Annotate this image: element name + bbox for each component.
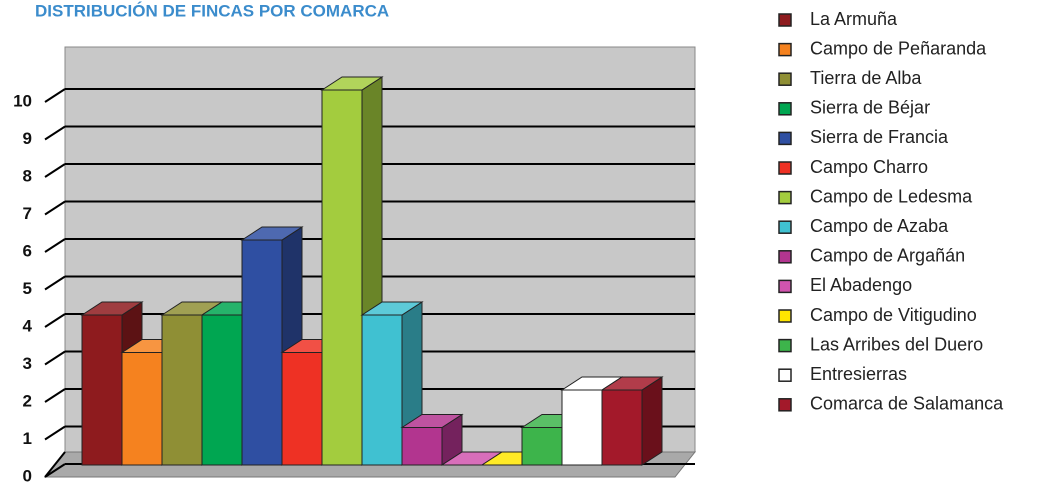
legend-label: Entresierras (810, 364, 907, 384)
legend-swatch (778, 220, 792, 234)
legend-label: Campo de Argañán (810, 246, 965, 266)
legend-label: Campo Charro (810, 157, 928, 177)
bar-front (321, 89, 363, 466)
grid-line (44, 238, 66, 253)
bar-front (121, 352, 163, 466)
grid-line (44, 388, 66, 403)
chart-title: DISTRIBUCIÓN DE FINCAS POR COMARCA (35, 1, 389, 20)
y-tick-label: 3 (23, 354, 32, 373)
y-tick-label: 7 (23, 204, 32, 223)
grid-line (44, 88, 66, 103)
y-tick-label: 10 (13, 91, 32, 110)
bar-front (241, 239, 283, 466)
bar (600, 376, 664, 466)
legend-swatch (778, 190, 792, 205)
grid-line (44, 425, 66, 441)
grid-line (44, 275, 66, 291)
bar (400, 413, 464, 466)
y-tick-label: 8 (23, 166, 32, 185)
bar (80, 301, 144, 466)
legend-swatch (778, 161, 792, 175)
legend-swatch (778, 102, 792, 116)
legend-label: Comarca de Salamanca (810, 394, 1004, 414)
legend-label: Campo de Azaba (810, 216, 949, 236)
grid-line (44, 313, 66, 328)
legend-swatch (778, 131, 792, 146)
bar-front (521, 427, 563, 466)
bar-side (641, 376, 663, 466)
bar-front (601, 389, 643, 466)
legend-label: Tierra de Alba (810, 68, 922, 88)
grid-line (44, 125, 66, 141)
legend-label: Campo de Ledesma (810, 186, 973, 206)
legend-swatch (778, 279, 792, 294)
legend-swatch (778, 368, 792, 382)
grid-line (44, 463, 66, 478)
y-tick-label: 4 (23, 316, 33, 335)
legend-swatch (778, 72, 792, 86)
y-axis (44, 451, 66, 478)
bar-front (401, 427, 443, 466)
legend-swatch (778, 13, 792, 27)
legend-label: Las Arribes del Duero (810, 334, 983, 354)
legend-label: Campo de Peñaranda (810, 38, 987, 58)
legend-label: Sierra de Francia (810, 127, 949, 147)
legend-swatch (778, 250, 792, 264)
y-tick-label: 6 (23, 241, 32, 260)
y-tick-label: 0 (23, 466, 32, 485)
legend-label: Sierra de Béjar (810, 98, 930, 118)
legend-swatch (778, 309, 792, 323)
legend-swatch (778, 338, 792, 353)
grid-line (44, 200, 66, 216)
legend-swatch (778, 398, 792, 412)
y-tick-label: 1 (23, 429, 32, 448)
legend-swatch (778, 42, 792, 57)
bar-front (281, 352, 323, 466)
bar-front (161, 314, 203, 466)
bar-front (361, 314, 403, 466)
grid-line (44, 163, 66, 178)
y-tick-label: 5 (23, 279, 32, 298)
legend-label: El Abadengo (810, 275, 912, 295)
y-tick-label: 2 (23, 391, 32, 410)
bar-front (201, 314, 243, 466)
legend-label: Campo de Vitigudino (810, 305, 977, 325)
bar-front (561, 389, 603, 466)
grid-line (44, 350, 66, 366)
y-tick-label: 9 (23, 129, 32, 148)
bar-front (81, 314, 123, 466)
legend-label: La Armuña (810, 9, 898, 29)
